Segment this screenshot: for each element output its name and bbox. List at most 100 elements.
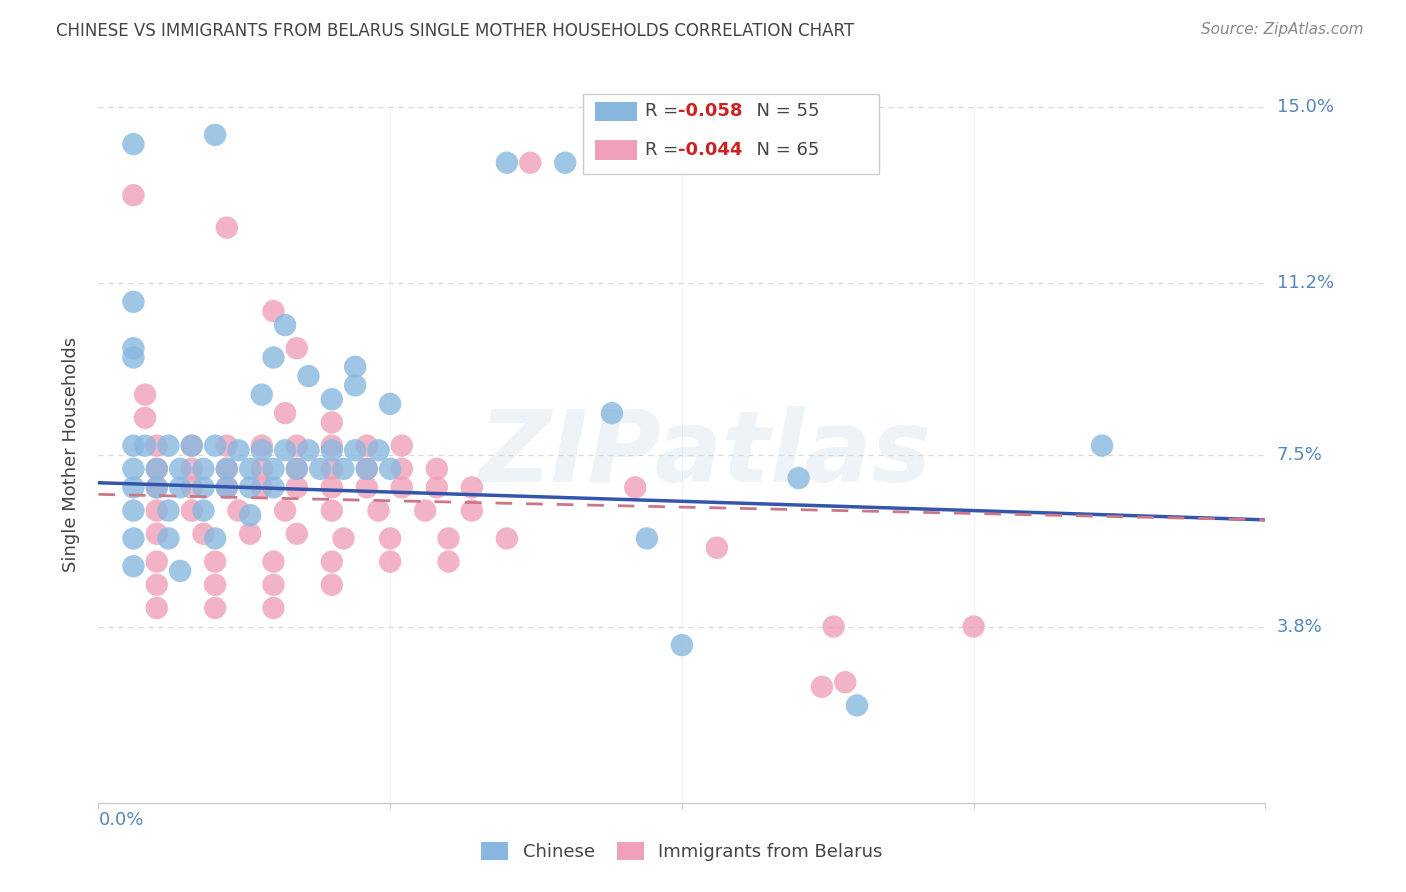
Point <box>122 341 145 355</box>
Point <box>146 480 169 494</box>
Point <box>146 462 169 476</box>
Point <box>636 532 658 546</box>
Point <box>274 318 297 332</box>
Point <box>122 503 145 517</box>
Point <box>204 578 226 592</box>
Point <box>228 443 250 458</box>
Point <box>624 480 647 494</box>
Point <box>391 462 413 476</box>
Point <box>378 462 402 476</box>
Text: N = 65: N = 65 <box>745 141 820 159</box>
Point <box>495 155 517 169</box>
Point <box>122 188 145 202</box>
Point <box>228 503 250 517</box>
Point <box>413 503 436 517</box>
Point <box>495 532 517 546</box>
Point <box>356 462 378 476</box>
Point <box>215 439 238 453</box>
Point <box>274 503 297 517</box>
Point <box>239 480 262 494</box>
Point <box>834 675 856 690</box>
Point <box>356 480 378 494</box>
Point <box>332 532 354 546</box>
Point <box>297 369 319 384</box>
Point <box>367 443 389 458</box>
Point <box>285 526 308 541</box>
Point <box>823 619 845 633</box>
Point <box>437 555 460 569</box>
Point <box>215 220 238 235</box>
Point <box>134 387 156 401</box>
Y-axis label: Single Mother Households: Single Mother Households <box>62 337 80 573</box>
Point <box>239 526 262 541</box>
Point <box>180 439 202 453</box>
Point <box>356 439 378 453</box>
Point <box>321 443 343 458</box>
Point <box>250 480 273 494</box>
Point <box>367 503 389 517</box>
Point <box>811 680 834 694</box>
Point <box>321 578 343 592</box>
Point <box>321 439 343 453</box>
Point <box>122 462 145 476</box>
Point <box>193 503 215 517</box>
Text: CHINESE VS IMMIGRANTS FROM BELARUS SINGLE MOTHER HOUSEHOLDS CORRELATION CHART: CHINESE VS IMMIGRANTS FROM BELARUS SINGL… <box>56 22 855 40</box>
Text: 15.0%: 15.0% <box>1277 98 1333 116</box>
Text: -0.058: -0.058 <box>678 103 742 120</box>
Point <box>461 503 484 517</box>
Point <box>193 480 215 494</box>
Point <box>344 378 367 392</box>
Point <box>285 462 308 476</box>
Point <box>250 439 273 453</box>
Point <box>1091 439 1114 453</box>
Point <box>262 601 284 615</box>
Point <box>344 359 367 374</box>
Point <box>321 462 343 476</box>
Point <box>262 462 284 476</box>
Point <box>671 638 693 652</box>
Text: N = 55: N = 55 <box>745 103 820 120</box>
Point <box>706 541 728 555</box>
Point <box>204 532 226 546</box>
Point <box>600 406 623 420</box>
Point <box>378 555 402 569</box>
Point <box>461 480 484 494</box>
Point <box>285 462 308 476</box>
Point <box>787 471 810 485</box>
Point <box>274 443 297 458</box>
Point <box>146 555 169 569</box>
Point <box>285 439 308 453</box>
Text: R =: R = <box>645 103 685 120</box>
Point <box>262 555 284 569</box>
Point <box>321 392 343 407</box>
Text: 11.2%: 11.2% <box>1277 275 1334 293</box>
Point <box>845 698 868 713</box>
Point <box>262 351 284 365</box>
Legend: Chinese, Immigrants from Belarus: Chinese, Immigrants from Belarus <box>472 833 891 871</box>
Point <box>250 387 273 401</box>
Point <box>157 503 180 517</box>
Point <box>239 508 262 523</box>
Point <box>122 439 145 453</box>
Point <box>193 462 215 476</box>
Point <box>321 555 343 569</box>
Point <box>215 480 238 494</box>
Point <box>134 439 156 453</box>
Text: Source: ZipAtlas.com: Source: ZipAtlas.com <box>1201 22 1364 37</box>
Point <box>250 462 273 476</box>
Point <box>180 503 202 517</box>
Point <box>262 480 284 494</box>
Point <box>146 503 169 517</box>
Point <box>146 480 169 494</box>
Point <box>180 462 202 476</box>
Point <box>146 439 169 453</box>
Text: 3.8%: 3.8% <box>1277 617 1322 635</box>
Point <box>321 480 343 494</box>
Point <box>321 503 343 517</box>
Point <box>204 439 226 453</box>
Point <box>391 439 413 453</box>
Point <box>309 462 332 476</box>
Point <box>180 480 202 494</box>
Point <box>297 443 319 458</box>
Point <box>169 564 191 578</box>
